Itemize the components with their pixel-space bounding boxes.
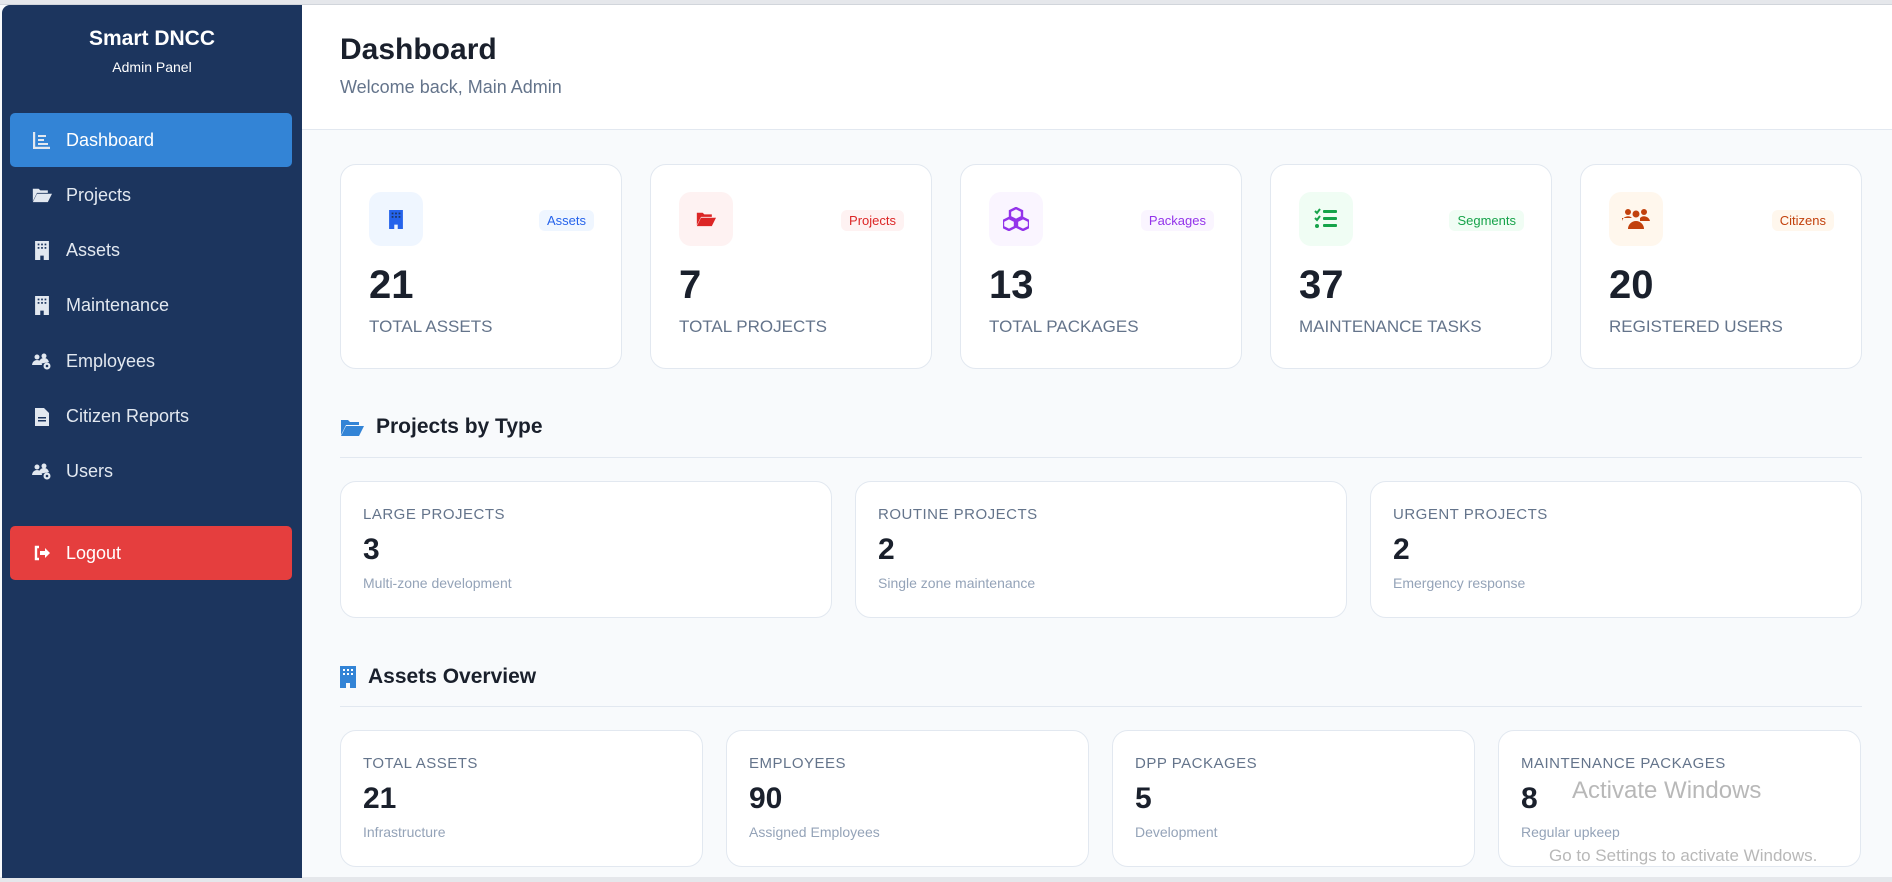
building-icon — [32, 296, 52, 316]
folder-icon — [32, 185, 52, 205]
stat-badge: Projects — [841, 210, 904, 231]
stat-card-citizens: Citizens 20 REGISTERED USERS — [1580, 164, 1862, 369]
sidebar-item-label: Dashboard — [66, 129, 155, 150]
sidebar-item-assets[interactable]: Assets — [10, 224, 292, 278]
sidebar-item-employees[interactable]: Employees — [10, 334, 292, 388]
divider — [340, 706, 1862, 707]
logout-button[interactable]: Logout — [10, 526, 292, 580]
card-description: Regular upkeep — [1521, 824, 1620, 840]
card-value: 8 — [1521, 782, 1538, 815]
page-title: Dashboard — [340, 33, 497, 66]
section-title: Projects by Type — [376, 415, 543, 438]
card-value: 2 — [1393, 533, 1410, 566]
building-icon — [340, 666, 356, 688]
card-label: ROUTINE PROJECTS — [878, 506, 1038, 523]
stat-badge: Segments — [1449, 210, 1524, 231]
card-description: Development — [1135, 824, 1218, 840]
card-description: Multi-zone development — [363, 575, 512, 591]
stat-card-projects: Projects 7 TOTAL PROJECTS — [650, 164, 932, 369]
stat-badge: Packages — [1140, 210, 1214, 231]
card-label: TOTAL ASSETS — [363, 755, 478, 772]
stat-card-assets: Assets 21 TOTAL ASSETS — [340, 164, 622, 369]
stat-value: 13 — [989, 263, 1034, 307]
sidebar-item-label: Citizen Reports — [66, 406, 190, 426]
stat-value: 21 — [369, 263, 414, 307]
cubes-icon — [989, 192, 1043, 246]
card-label: MAINTENANCE PACKAGES — [1521, 755, 1726, 772]
summary-card: EMPLOYEES 90 Assigned Employees — [726, 730, 1089, 867]
list-check-icon — [1299, 192, 1353, 246]
divider — [340, 457, 1862, 458]
assets-overview-heading: Assets Overview — [340, 665, 536, 689]
sidebar-item-dashboard[interactable]: Dashboard — [10, 113, 292, 167]
people-icon — [1609, 192, 1663, 246]
section-title: Assets Overview — [368, 665, 537, 688]
sidebar-item-label: Maintenance — [66, 295, 170, 316]
card-value: 21 — [363, 782, 397, 815]
summary-card: LARGE PROJECTS 3 Multi-zone development — [340, 481, 832, 618]
card-value: 90 — [749, 782, 783, 815]
stat-card-packages: Packages 13 TOTAL PACKAGES — [960, 164, 1242, 369]
stat-label: REGISTERED USERS — [1609, 317, 1783, 336]
summary-card: ROUTINE PROJECTS 2 Single zone maintenan… — [855, 481, 1347, 618]
stat-card-segments: Segments 37 MAINTENANCE TASKS — [1270, 164, 1552, 369]
summary-card: URGENT PROJECTS 2 Emergency response — [1370, 481, 1862, 618]
building-icon — [32, 241, 52, 261]
summary-card: TOTAL ASSETS 21 Infrastructure — [340, 730, 703, 867]
card-description: Infrastructure — [363, 824, 446, 840]
card-description: Assigned Employees — [749, 824, 880, 840]
card-label: URGENT PROJECTS — [1393, 506, 1548, 523]
summary-card: DPP PACKAGES 5 Development — [1112, 730, 1475, 867]
windows-watermark-text: Go to Settings to activate Windows. — [1549, 846, 1818, 865]
sidebar-item-projects[interactable]: Projects — [10, 168, 292, 222]
brand-title: Smart DNCC — [88, 27, 216, 50]
card-value: 5 — [1135, 782, 1152, 815]
folder-open-icon — [679, 192, 733, 246]
stat-value: 20 — [1609, 263, 1654, 307]
folder-open-icon — [340, 418, 364, 437]
summary-card: MAINTENANCE PACKAGES 8 Regular upkeep — [1498, 730, 1861, 867]
stat-label: MAINTENANCE TASKS — [1299, 317, 1482, 336]
building-icon — [369, 192, 423, 246]
stat-badge: Assets — [538, 210, 594, 231]
sidebar-item-citizen-reports[interactable]: Citizen Reports — [10, 390, 292, 444]
stat-label: TOTAL PACKAGES — [989, 317, 1139, 336]
sidebar-item-maintenance[interactable]: Maintenance — [10, 279, 292, 333]
stat-badge: Citizens — [1771, 210, 1834, 231]
users-gear-icon — [32, 351, 52, 371]
card-label: LARGE PROJECTS — [363, 506, 506, 523]
welcome-text: Welcome back, Main Admin — [340, 77, 562, 97]
card-value: 3 — [363, 533, 380, 566]
sidebar: Smart DNCC Admin Panel Dashboard Projects… — [2, 5, 302, 878]
sidebar-item-users[interactable]: Users — [10, 445, 292, 499]
stat-label: TOTAL ASSETS — [369, 317, 493, 336]
projects-by-type-heading: Projects by Type — [340, 415, 543, 439]
file-icon — [32, 407, 52, 427]
card-label: DPP PACKAGES — [1135, 755, 1258, 772]
logout-label: Logout — [66, 542, 122, 563]
card-label: EMPLOYEES — [749, 755, 847, 772]
windows-watermark-title: Activate Windows — [1572, 777, 1762, 804]
brand-subtitle: Admin Panel — [112, 59, 192, 75]
card-value: 2 — [878, 533, 895, 566]
chart-icon — [32, 130, 52, 150]
sidebar-item-label: Users — [66, 461, 114, 482]
card-description: Single zone maintenance — [878, 575, 1036, 591]
sidebar-item-label: Employees — [66, 350, 156, 371]
app-window: Smart DNCC Admin Panel Dashboard Projects… — [0, 4, 1892, 878]
stat-label: TOTAL PROJECTS — [679, 317, 827, 336]
sidebar-item-label: Projects — [66, 184, 132, 205]
card-description: Emergency response — [1393, 575, 1526, 591]
logout-icon — [32, 543, 52, 563]
sidebar-item-label: Assets — [66, 240, 121, 261]
stat-value: 7 — [679, 263, 702, 307]
stat-value: 37 — [1299, 263, 1344, 307]
users-gear-icon — [32, 462, 52, 482]
page-header: Dashboard Welcome back, Main Admin — [302, 5, 1892, 130]
